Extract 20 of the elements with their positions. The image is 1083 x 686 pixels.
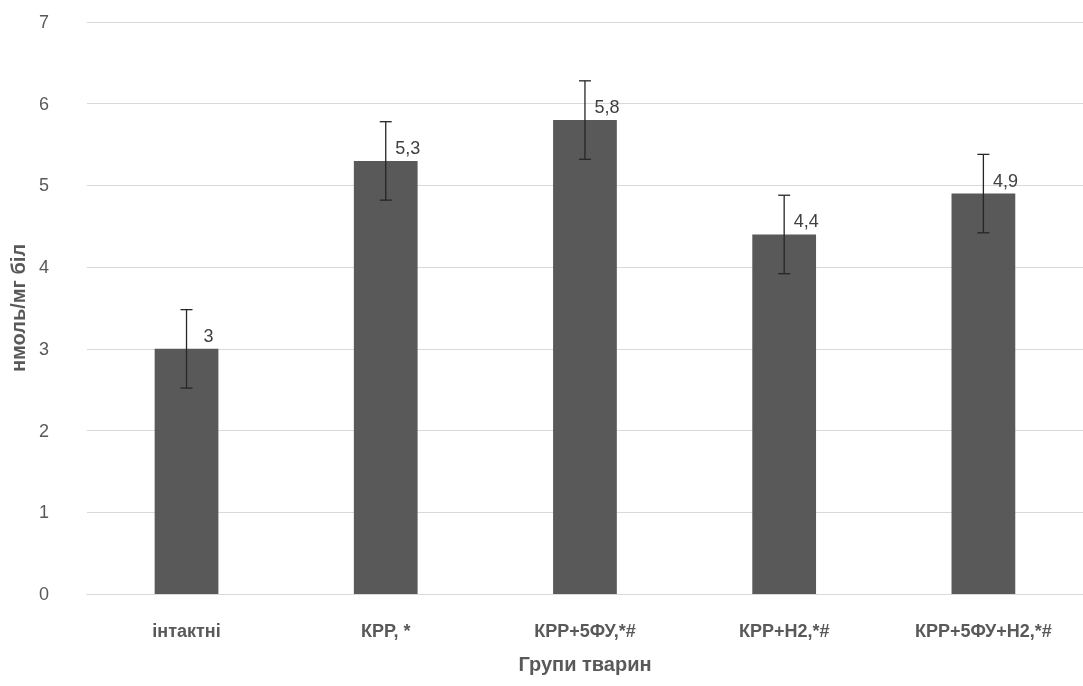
data-label: 4,9 [992,170,1018,191]
y-tick-label: 7 [38,12,49,32]
x-tick-label: інтактні [152,621,221,641]
x-tick-label: КРР+Н2,*# [738,621,830,641]
x-tick-label: КРР+5ФУ,*# [534,621,636,641]
y-tick-label: 6 [38,93,49,114]
y-tick-label: 5 [38,175,49,196]
x-tick-label: КРР, * [360,621,411,641]
y-tick-label: 0 [38,584,49,604]
x-tick-label: КРР+5ФУ+Н2,*# [914,621,1052,641]
x-axis-title: Групи тварин [518,653,652,675]
y-tick-label: 1 [38,502,49,523]
data-label: 5,3 [395,137,421,158]
data-label: 4,4 [793,211,819,232]
y-axis-title: нмоль/мг біл [7,243,29,373]
y-tick-label: 2 [38,420,49,441]
data-label: 5,8 [594,97,620,118]
y-tick-label: 4 [38,257,49,278]
y-tick-label: 3 [38,338,49,359]
data-label: 3 [203,325,214,346]
